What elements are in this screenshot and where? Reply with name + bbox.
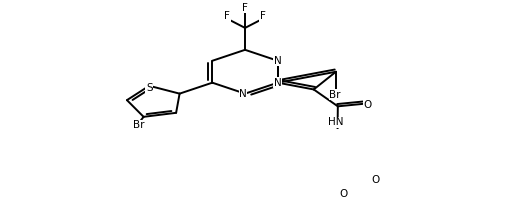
Text: HN: HN: [327, 117, 343, 127]
Text: O: O: [370, 175, 378, 185]
Text: F: F: [224, 11, 230, 21]
Text: Br: Br: [328, 90, 340, 100]
Text: O: O: [339, 189, 347, 199]
Text: Br: Br: [133, 121, 144, 131]
Text: O: O: [363, 100, 371, 110]
Text: S: S: [146, 83, 152, 93]
Text: F: F: [242, 2, 247, 12]
Text: N: N: [273, 56, 281, 66]
Text: N: N: [273, 78, 281, 88]
Text: N: N: [239, 89, 246, 99]
Text: F: F: [260, 11, 265, 21]
